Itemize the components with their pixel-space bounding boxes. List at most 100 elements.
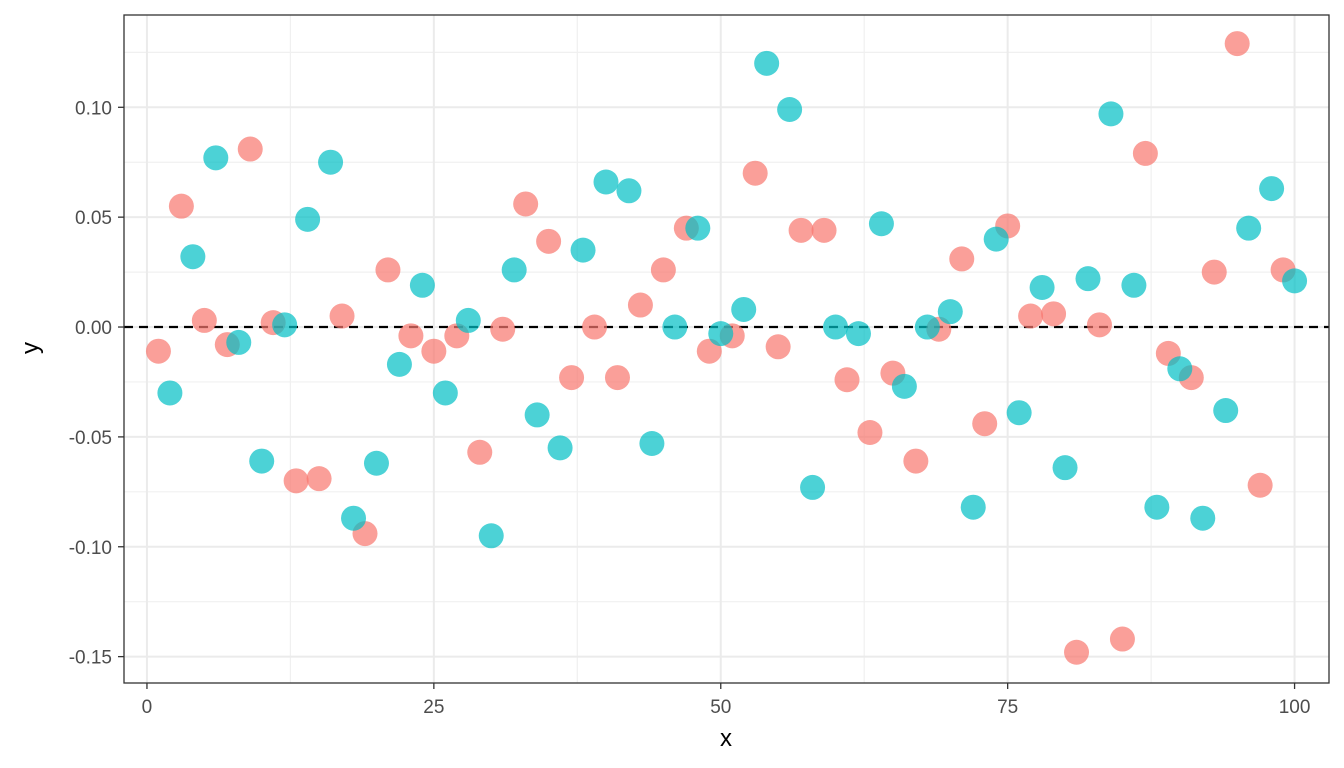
data-point: [811, 217, 837, 243]
data-point: [455, 307, 481, 333]
data-point: [708, 321, 734, 347]
data-point: [868, 211, 894, 237]
x-axis-title: x: [720, 725, 732, 752]
data-point: [937, 299, 963, 325]
data-point: [949, 246, 975, 272]
data-point: [306, 466, 332, 492]
data-point: [1282, 268, 1308, 294]
x-tick-label: 50: [710, 697, 731, 718]
data-point: [1075, 266, 1101, 292]
y-tick-label: -0.15: [69, 648, 112, 669]
data-point: [249, 448, 275, 474]
data-point: [191, 307, 217, 333]
data-point: [513, 191, 539, 217]
x-tick-label: 100: [1279, 697, 1311, 718]
data-point: [972, 411, 998, 437]
data-point: [616, 178, 642, 204]
data-point: [363, 450, 389, 476]
data-point: [742, 160, 768, 186]
panel-border: [123, 14, 1330, 684]
data-point: [168, 193, 194, 219]
data-point: [1098, 101, 1124, 127]
data-point: [1121, 272, 1147, 298]
minor-grid: [124, 15, 1329, 683]
y-axis-title: y: [17, 342, 44, 354]
data-point: [180, 244, 206, 270]
data-point: [845, 321, 871, 347]
data-point: [1132, 140, 1158, 166]
data-point: [1190, 505, 1216, 531]
data-point: [1041, 301, 1067, 327]
data-point: [329, 303, 355, 329]
data-point: [834, 367, 860, 393]
data-point: [857, 420, 883, 445]
data-point: [903, 448, 929, 474]
data-point: [536, 228, 562, 254]
data-point: [421, 338, 447, 364]
data-point: [754, 50, 780, 76]
data-point: [524, 402, 550, 428]
data-point: [1052, 455, 1078, 481]
data-point: [501, 257, 527, 283]
y-tick-label: 0.00: [75, 318, 112, 339]
data-point: [593, 169, 619, 195]
data-point: [1259, 176, 1285, 202]
data-point: [650, 257, 676, 283]
data-point: [283, 468, 309, 494]
y-tick-label: 0.05: [75, 208, 112, 229]
data-point: [1029, 274, 1055, 300]
data-point: [1247, 472, 1273, 498]
data-point: [777, 96, 803, 122]
data-point: [891, 373, 917, 399]
data-point: [145, 338, 171, 364]
data-point: [318, 149, 344, 175]
x-tick-label: 75: [997, 697, 1018, 718]
data-point: [685, 215, 711, 241]
y-tick-label: -0.10: [69, 538, 112, 559]
data-point: [1167, 356, 1193, 382]
x-axis: 0 25 50 75 100: [142, 683, 1311, 718]
data-point: [662, 314, 688, 340]
data-point: [1201, 259, 1227, 285]
data-point: [467, 439, 493, 465]
data-point: [731, 296, 757, 322]
data-point: [1006, 400, 1032, 426]
data-point: [582, 314, 608, 340]
data-point: [341, 505, 367, 531]
data-point: [983, 226, 1009, 252]
data-point: [237, 136, 263, 162]
data-point: [1213, 398, 1239, 424]
data-point: [547, 435, 573, 461]
data-point: [157, 380, 183, 406]
data-point: [559, 365, 585, 391]
data-point: [765, 334, 791, 360]
y-tick-label: 0.10: [75, 98, 112, 119]
data-point: [914, 314, 940, 340]
data-point: [800, 474, 826, 500]
data-point: [604, 365, 630, 391]
data-point: [226, 329, 252, 355]
data-point: [960, 494, 986, 520]
data-point: [398, 323, 424, 349]
data-point: [409, 272, 435, 298]
data-points: [145, 31, 1308, 665]
y-tick-label: -0.05: [69, 428, 112, 449]
x-tick-label: 25: [423, 697, 444, 718]
data-point: [823, 314, 849, 340]
data-point: [386, 351, 412, 377]
data-point: [1064, 639, 1090, 665]
data-point: [627, 292, 653, 318]
data-point: [639, 430, 665, 456]
data-point: [1018, 303, 1044, 329]
panel-background: [124, 15, 1329, 683]
x-tick-label: 0: [142, 697, 153, 718]
data-point: [478, 523, 504, 549]
data-point: [1086, 312, 1112, 338]
data-point: [295, 206, 321, 232]
data-point: [1144, 494, 1170, 520]
data-point: [272, 312, 298, 338]
data-point: [490, 316, 516, 342]
data-point: [570, 237, 596, 263]
